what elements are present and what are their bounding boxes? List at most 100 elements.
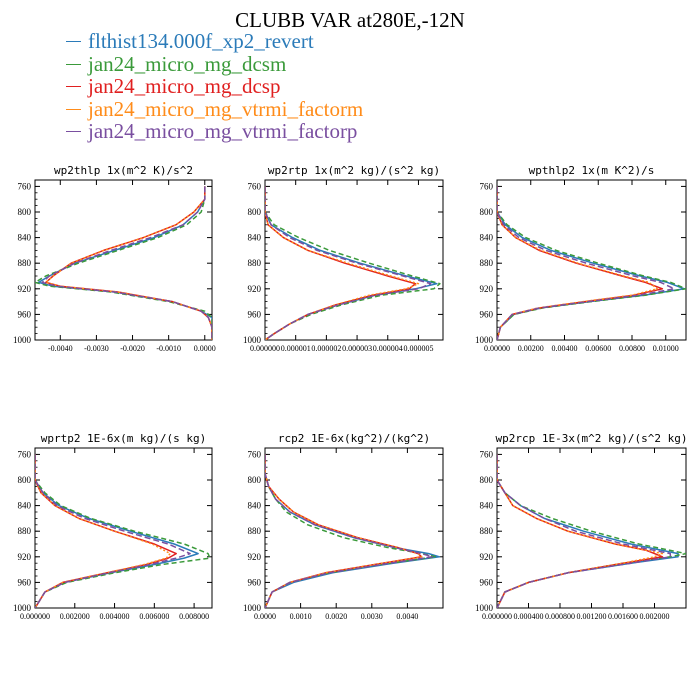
series-line: [41, 186, 212, 340]
y-tick-label: 920: [18, 284, 32, 294]
y-tick-label: 760: [248, 181, 262, 191]
y-tick-label: 840: [18, 501, 32, 511]
y-tick-label: 920: [18, 552, 32, 562]
y-tick-label: 760: [18, 449, 32, 459]
x-tick-label: 0.000004: [373, 344, 403, 353]
legend-label: jan24_micro_mg_dcsm: [88, 51, 287, 76]
x-tick-label: -0.0040: [48, 344, 73, 353]
y-tick-label: 1000: [243, 603, 262, 613]
y-tick-label: 1000: [475, 335, 494, 345]
series-line: [35, 186, 212, 340]
series-line: [37, 186, 212, 340]
y-tick-label: 960: [248, 309, 262, 319]
x-tick-label: -0.0030: [84, 344, 109, 353]
panel-title: rcp2 1E-6x(kg^2)/(kg^2): [278, 432, 430, 445]
y-tick-label: 760: [480, 181, 494, 191]
x-tick-label: -0.0010: [156, 344, 181, 353]
y-tick-label: 800: [248, 207, 262, 217]
y-tick-label: 800: [18, 475, 32, 485]
x-tick-label: 0.001200: [577, 612, 607, 621]
x-tick-label: 0.006000: [139, 612, 169, 621]
y-tick-label: 760: [248, 449, 262, 459]
x-tick-label: 0.000800: [545, 612, 575, 621]
chart-panel: wprtp2 1E-6x(m kg)/(s kg) 760 800 840 880 920…: [13, 432, 213, 621]
y-tick-label: 880: [480, 526, 494, 536]
series-line: [265, 186, 438, 340]
series-line: [265, 454, 423, 608]
x-tick-label: 0.000001: [281, 344, 311, 353]
series-line: [497, 186, 659, 340]
panel-title: wp2rcp 1E-3x(m^2 kg)/(s^2 kg): [495, 432, 687, 445]
y-tick-label: 840: [480, 501, 494, 511]
y-tick-label: 840: [18, 233, 32, 243]
x-tick-label: 0.00400: [552, 344, 578, 353]
series-line: [35, 454, 191, 608]
x-tick-label: 0.00800: [619, 344, 645, 353]
x-tick-label: 0.001600: [608, 612, 638, 621]
legend-swatch: [66, 131, 81, 132]
series-line: [265, 454, 434, 608]
x-tick-label: 0.000400: [514, 612, 544, 621]
y-tick-label: 880: [480, 258, 494, 268]
series-line: [35, 454, 171, 608]
series-line: [497, 186, 664, 340]
y-tick-label: 880: [248, 526, 262, 536]
y-tick-label: 920: [480, 284, 494, 294]
x-tick-label: 0.0020: [325, 612, 347, 621]
y-tick-label: 840: [480, 233, 494, 243]
x-tick-label: 0.002000: [60, 612, 90, 621]
legend-label: jan24_micro_mg_vtrmi_factorp: [88, 119, 358, 143]
legend-swatch: [66, 41, 81, 42]
y-tick-label: 800: [248, 475, 262, 485]
legend-label: jan24_micro_mg_dcsp: [88, 74, 281, 98]
x-tick-label: 0.0010: [290, 612, 312, 621]
x-tick-label: 0.00600: [585, 344, 611, 353]
x-tick-label: 0.002000: [640, 612, 670, 621]
y-tick-label: 960: [18, 577, 32, 587]
y-tick-label: 1000: [13, 603, 32, 613]
series-line: [45, 186, 212, 340]
legend-swatch: [66, 108, 81, 110]
x-tick-label: 0.000000: [20, 612, 50, 621]
x-tick-label: 0.00000: [484, 344, 510, 353]
y-tick-label: 960: [248, 577, 262, 587]
y-tick-label: 800: [480, 475, 494, 485]
x-tick-label: 0.000003: [342, 344, 372, 353]
x-tick-label: 0.0000: [194, 344, 216, 353]
y-tick-label: 840: [248, 233, 262, 243]
x-tick-label: 0.000002: [311, 344, 341, 353]
y-tick-label: 960: [480, 577, 494, 587]
y-tick-label: 960: [18, 309, 32, 319]
chart-panel: wp2thlp 1x(m^2 K)/s^2 760 800 840 880 920 960 1…: [13, 164, 216, 353]
legend-swatch: [66, 63, 81, 65]
series-line: [45, 186, 212, 340]
series-line: [265, 454, 441, 608]
y-tick-label: 880: [248, 258, 262, 268]
series-line: [265, 186, 420, 340]
panel-title: wp2rtp 1x(m^2 kg)/(s^2 kg): [268, 164, 440, 177]
panel-title: wpthlp2 1x(m K^2)/s: [529, 164, 655, 177]
figure-title: CLUBB VAR at280E,-12N: [235, 8, 465, 32]
plot-frame: [34, 447, 213, 609]
series-line: [265, 186, 432, 340]
plot-frame: [496, 179, 687, 341]
x-tick-label: -0.0020: [120, 344, 145, 353]
panel-title: wp2thlp 1x(m^2 K)/s^2: [54, 164, 193, 177]
x-tick-label: 0.0030: [361, 612, 383, 621]
y-tick-label: 920: [248, 552, 262, 562]
y-tick-label: 1000: [475, 603, 494, 613]
y-tick-label: 800: [480, 207, 494, 217]
y-tick-label: 840: [248, 501, 262, 511]
x-tick-label: 0.000000: [482, 612, 512, 621]
y-tick-label: 1000: [13, 335, 32, 345]
y-tick-label: 760: [18, 181, 32, 191]
plot-frame: [34, 179, 213, 341]
series-line: [265, 454, 437, 608]
plot-frame: [264, 447, 444, 609]
series-line: [497, 186, 686, 340]
x-tick-label: 0.01000: [653, 344, 679, 353]
x-tick-label: 0.004000: [100, 612, 130, 621]
panel-title: wprtp2 1E-6x(m kg)/(s kg): [41, 432, 207, 445]
y-tick-label: 760: [480, 449, 494, 459]
